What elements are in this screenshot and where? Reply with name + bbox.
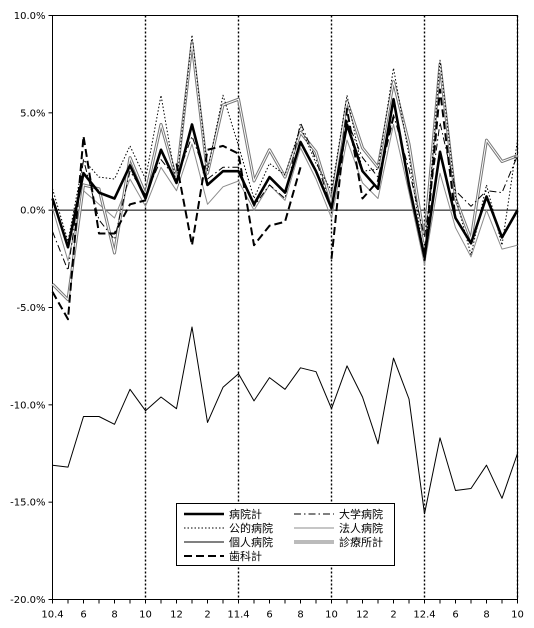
legend-label-4: 個人病院 bbox=[229, 535, 273, 549]
y-tick-label-2: 0.0% bbox=[20, 206, 45, 217]
x-tick-label-8: 8 bbox=[297, 610, 303, 621]
y-tick-label-3: -5.0% bbox=[16, 303, 45, 314]
y-tick-label-4: -10.0% bbox=[10, 400, 45, 411]
x-tick-label-5: 2 bbox=[204, 610, 210, 621]
x-tick-label-2: 8 bbox=[111, 610, 117, 621]
x-axis-ticks: 10.4 6 8 10 12 2 11.4 6 8 10 12 2 12.4 6 8 10 bbox=[41, 599, 524, 621]
series-line-1 bbox=[52, 114, 518, 271]
series-line-3 bbox=[52, 124, 518, 266]
x-tick-label-11: 2 bbox=[390, 610, 396, 621]
series-line-0 bbox=[51, 97, 519, 259]
x-tick-label-6: 11.4 bbox=[227, 610, 249, 621]
legend-label-2: 公的病院 bbox=[229, 521, 273, 535]
legend-label-6: 歯科計 bbox=[229, 549, 262, 563]
x-tick-label-1: 6 bbox=[80, 610, 86, 621]
x-tick-label-14: 8 bbox=[483, 610, 489, 621]
legend-label-3: 法人病院 bbox=[339, 521, 383, 535]
plot-frame bbox=[52, 15, 518, 600]
y-tick-label-6: -20.0% bbox=[10, 595, 45, 606]
legend-label-0: 病院計 bbox=[229, 507, 262, 521]
dotted-gridlines bbox=[144, 15, 519, 600]
y-tick-label-1: 5.0% bbox=[20, 108, 45, 119]
x-tick-label-4: 12 bbox=[170, 610, 183, 621]
x-tick-label-7: 6 bbox=[266, 610, 272, 621]
x-tick-label-13: 6 bbox=[452, 610, 458, 621]
series-line-4 bbox=[52, 326, 518, 515]
x-tick-label-3: 10 bbox=[139, 610, 152, 621]
legend-label-5: 診療所計 bbox=[339, 535, 383, 549]
x-tick-label-0: 10.4 bbox=[41, 610, 63, 621]
x-tick-label-15: 10 bbox=[511, 610, 524, 621]
series-line-2 bbox=[52, 34, 518, 262]
x-tick-label-10: 12 bbox=[356, 610, 369, 621]
x-tick-label-12: 12.4 bbox=[413, 610, 435, 621]
legend-label-1: 大学病院 bbox=[339, 507, 383, 521]
y-tick-label-0: 10.0% bbox=[14, 11, 46, 22]
series-lines bbox=[51, 34, 519, 515]
y-tick-label-5: -15.0% bbox=[10, 498, 45, 509]
series-line-6 bbox=[51, 88, 457, 321]
y-axis-ticks: 10.0% 5.0% 0.0% -5.0% -10.0% -15.0% -20.0% bbox=[10, 11, 53, 606]
x-tick-label-9: 10 bbox=[325, 610, 338, 621]
